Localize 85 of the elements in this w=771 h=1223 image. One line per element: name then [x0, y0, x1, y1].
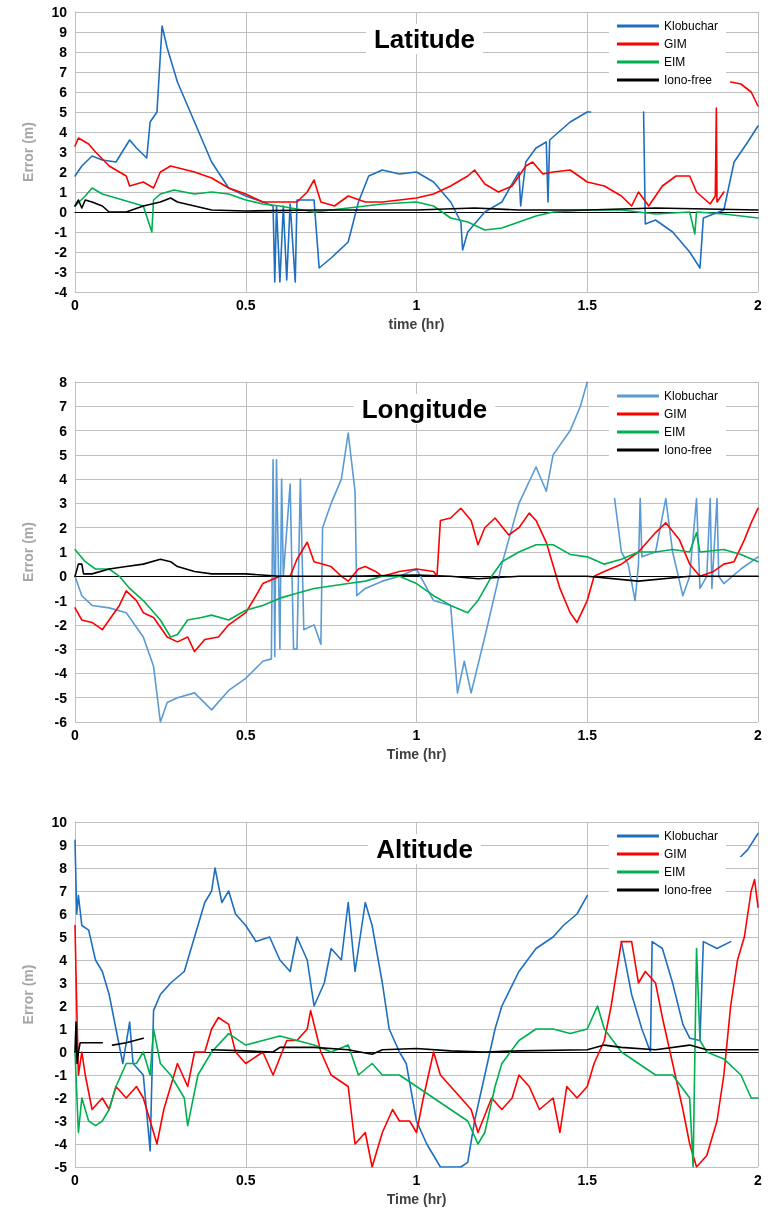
x-tick-label: 0 — [71, 727, 80, 743]
x-axis-title: Time (hr) — [386, 745, 447, 762]
y-tick-label: 5 — [59, 929, 68, 945]
legend-label: Klobuchar — [663, 829, 719, 843]
legend-label: Iono-free — [663, 443, 713, 457]
y-axis-title: Error (m) — [20, 964, 36, 1025]
y-tick-label: 1 — [59, 184, 68, 200]
legend-label: Iono-free — [663, 883, 713, 897]
y-tick-label: 4 — [59, 952, 68, 968]
y-tick-label: 0 — [59, 1044, 68, 1060]
y-axis-title: Error (m) — [20, 522, 36, 582]
legend-label: EIM — [663, 55, 686, 69]
y-tick-label: 10 — [51, 814, 68, 830]
y-tick-label: 0 — [59, 204, 68, 220]
legend-label: GIM — [663, 407, 687, 421]
text: Longitude — [361, 394, 488, 424]
y-tick-label: -4 — [54, 665, 68, 682]
x-tick-label: 1 — [412, 297, 421, 313]
line-series — [74, 531, 759, 638]
y-tick-label: 8 — [59, 860, 68, 876]
y-tick-label: -2 — [54, 1090, 68, 1106]
x-tick-label: 1 — [412, 727, 421, 743]
y-tick-label: -1 — [54, 224, 68, 240]
y-tick-label: 7 — [59, 398, 68, 415]
x-tick-label: 0.5 — [236, 1172, 256, 1188]
y-tick-label: 7 — [59, 64, 68, 80]
y-tick-label: 9 — [59, 24, 68, 40]
y-tick-label: 8 — [59, 374, 68, 390]
line-series — [74, 187, 759, 235]
x-axis-title: Time (hr) — [386, 1190, 447, 1207]
y-tick-label: 4 — [59, 124, 68, 140]
legend-label: EIM — [663, 425, 686, 439]
y-tick-label: 5 — [59, 446, 68, 463]
y-tick-label: 0 — [59, 568, 68, 585]
y-tick-label: -5 — [54, 1159, 68, 1175]
y-tick-label: 1 — [59, 1021, 68, 1037]
legend-label: Iono-free — [663, 73, 713, 87]
x-tick-label: 2 — [754, 297, 763, 313]
legend-label: EIM — [663, 865, 686, 879]
y-tick-label: 3 — [59, 144, 68, 160]
x-tick-label: 2 — [754, 1172, 763, 1188]
text: Altitude — [376, 834, 473, 864]
line-series — [74, 507, 759, 653]
x-tick-label: 2 — [754, 727, 763, 743]
y-tick-label: -3 — [54, 1113, 68, 1129]
y-tick-label: 4 — [59, 471, 68, 488]
y-axis-title: Error (m) — [20, 122, 36, 182]
y-tick-label: -1 — [54, 592, 68, 609]
legend-label: Klobuchar — [663, 19, 719, 33]
y-tick-label: 1 — [59, 544, 68, 560]
y-tick-label: 3 — [59, 495, 68, 512]
y-tick-label: -6 — [54, 714, 68, 730]
y-tick-label: -5 — [54, 689, 68, 706]
y-tick-label: 2 — [59, 519, 68, 536]
x-tick-label: 0.5 — [236, 297, 256, 313]
y-tick-label: -1 — [54, 1067, 68, 1083]
x-tick-label: 1.5 — [577, 297, 598, 313]
y-tick-label: -2 — [54, 616, 68, 633]
y-tick-label: -3 — [54, 641, 68, 658]
y-tick-label: 10 — [51, 4, 68, 20]
y-tick-label: 2 — [59, 998, 68, 1014]
y-tick-label: 5 — [59, 104, 68, 120]
legend-label: GIM — [663, 37, 687, 51]
y-tick-label: 3 — [59, 975, 68, 991]
text: Latitude — [373, 24, 476, 54]
y-tick-label: 2 — [59, 164, 68, 180]
y-tick-label: 6 — [59, 84, 68, 100]
x-axis-title: time (hr) — [388, 315, 445, 332]
y-tick-label: -2 — [54, 244, 68, 260]
y-tick-label: 7 — [59, 883, 68, 899]
y-tick-label: -3 — [54, 264, 68, 280]
x-tick-label: 1 — [412, 1172, 421, 1188]
x-tick-label: 1.5 — [577, 1172, 598, 1188]
y-tick-label: -4 — [54, 1136, 68, 1152]
y-tick-label: 6 — [59, 422, 68, 439]
y-tick-label: 8 — [59, 44, 68, 60]
x-tick-label: 0.5 — [236, 727, 256, 743]
legend-label: Klobuchar — [663, 389, 719, 403]
y-tick-label: 6 — [59, 906, 68, 922]
x-tick-label: 0 — [71, 297, 80, 313]
legend-label: GIM — [663, 847, 687, 861]
x-tick-label: 0 — [71, 1172, 80, 1188]
y-tick-label: 9 — [59, 837, 68, 853]
y-tick-label: -4 — [54, 284, 68, 300]
x-tick-label: 1.5 — [577, 727, 598, 743]
